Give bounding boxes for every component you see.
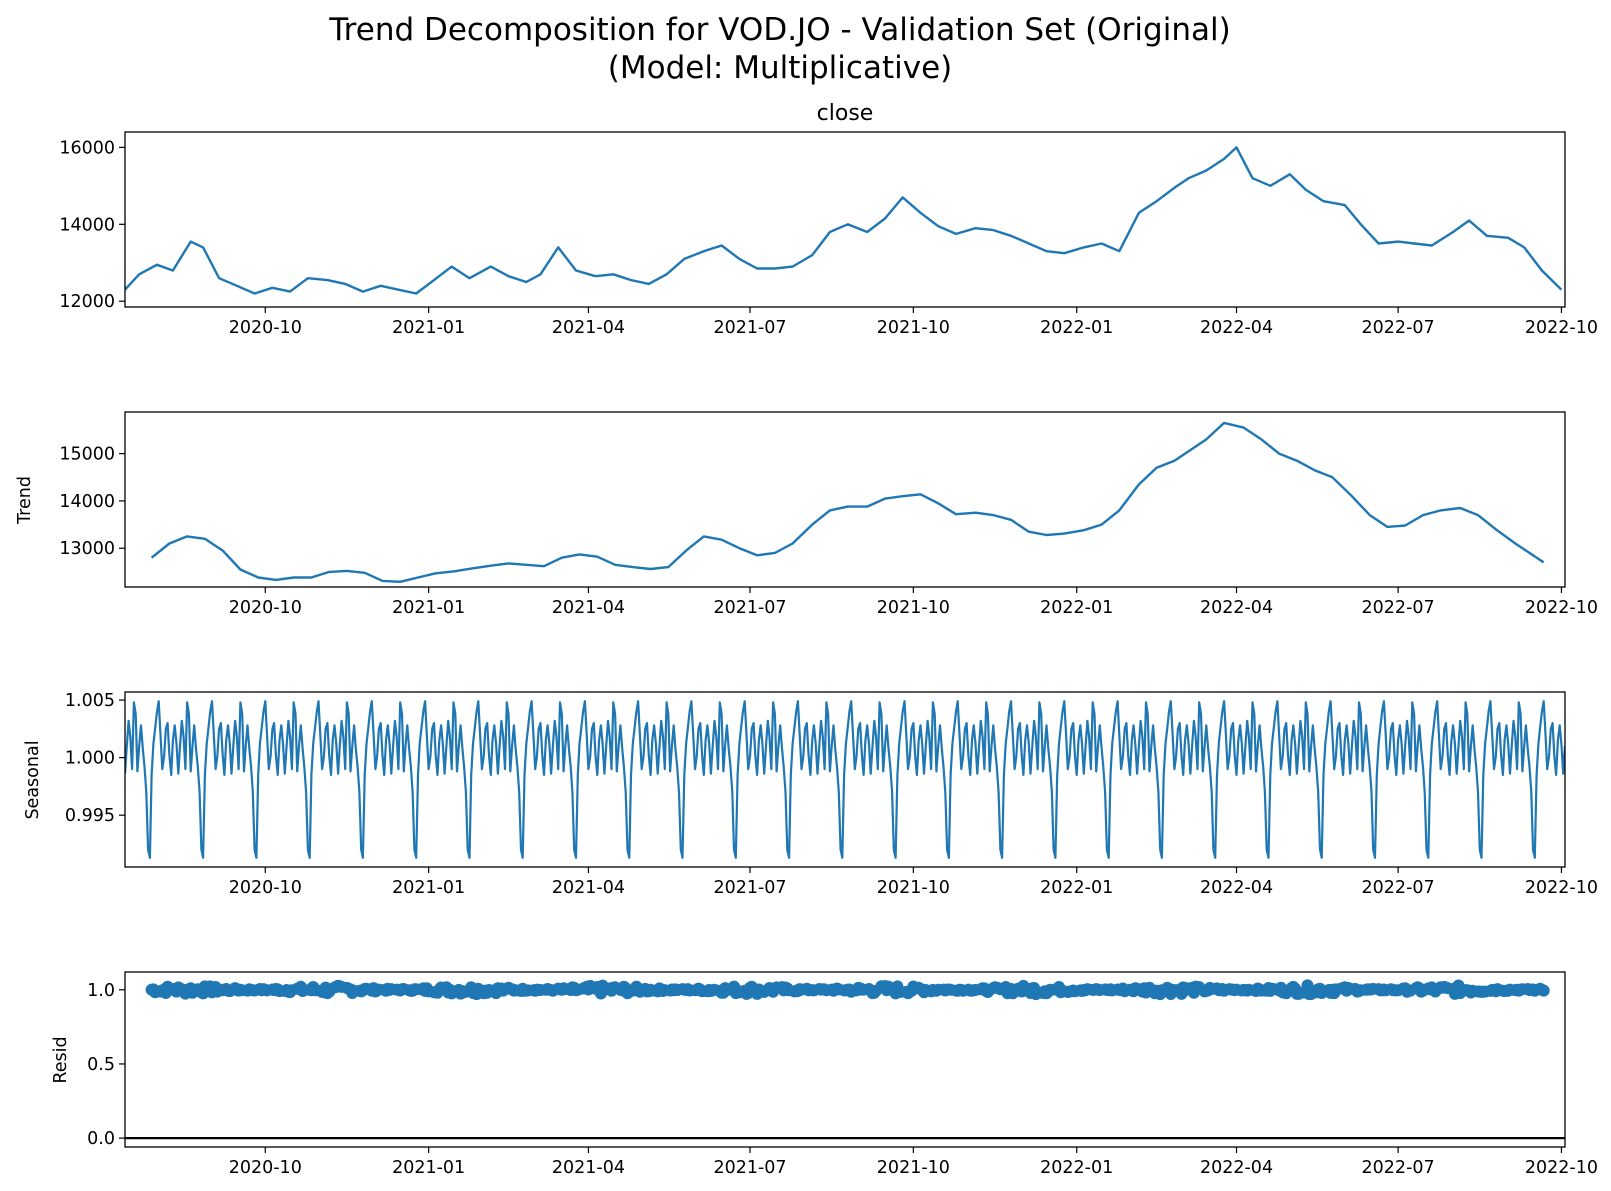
x-tick-label: 2021-07	[713, 598, 786, 618]
y-tick-label: 0.5	[87, 1055, 115, 1075]
x-tick-label: 2021-04	[552, 1158, 625, 1178]
series-line	[150, 421, 1545, 583]
resid-point	[1537, 984, 1550, 997]
y-tick-label: 1.005	[65, 691, 115, 711]
y-tick-label: 14000	[59, 215, 115, 235]
x-tick-label: 2022-07	[1362, 1158, 1435, 1178]
y-tick-label: 1.0	[87, 981, 115, 1001]
figure-title-line2: (Model: Multiplicative)	[608, 50, 952, 86]
y-tick-label: 0.0	[87, 1129, 115, 1149]
y-tick-label: 16000	[59, 138, 115, 158]
x-tick-label: 2022-10	[1525, 598, 1598, 618]
close-panel: 2020-10 2021-01 2021-04 2021-07 2021-10 2022-…	[59, 131, 1598, 338]
x-tick-label: 2022-04	[1200, 598, 1273, 618]
x-tick-label: 2022-01	[1040, 878, 1113, 898]
seasonal-panel: Seasonal 2020-10 2021-01 2021-04 2021-07 202…	[23, 691, 1598, 898]
plot-area	[125, 146, 1563, 295]
x-tick-label: 2022-07	[1362, 598, 1435, 618]
seasonal-line	[125, 700, 1565, 859]
plot-area	[150, 421, 1545, 583]
x-tick-label: 2020-10	[229, 1158, 302, 1178]
series-line	[125, 146, 1563, 295]
y-tick-label: 12000	[59, 292, 115, 312]
x-tick-label: 2020-10	[229, 318, 302, 338]
x-tick-label: 2022-04	[1200, 318, 1273, 338]
x-tick-label: 2021-07	[713, 878, 786, 898]
seasonal-ylabel: Seasonal	[23, 740, 43, 819]
trend-ylabel: Trend	[15, 476, 35, 525]
y-tick-label: 13000	[59, 539, 115, 559]
axes-frame	[124, 131, 1566, 308]
y-tick-label: 0.995	[65, 806, 115, 826]
x-tick-label: 2021-10	[877, 598, 950, 618]
axes-frame	[124, 971, 1566, 1148]
x-tick-label: 2021-04	[552, 318, 625, 338]
plot-area	[125, 979, 1565, 1140]
x-tick-label: 2022-01	[1040, 318, 1113, 338]
y-tick-label: 15000	[59, 445, 115, 465]
x-tick-label: 2021-07	[713, 318, 786, 338]
x-tick-label: 2021-01	[392, 878, 465, 898]
resid-panel: Resid 2020-10 2021-01 2021-04 2021-07 2021-1…	[51, 971, 1598, 1178]
x-tick-label: 2022-01	[1040, 598, 1113, 618]
x-tick-label: 2022-04	[1200, 878, 1273, 898]
x-tick-label: 2020-10	[229, 878, 302, 898]
x-tick-label: 2022-01	[1040, 1158, 1113, 1178]
axes-frame	[124, 691, 1566, 868]
x-tick-label: 2020-10	[229, 598, 302, 618]
subplot-title-close: close	[817, 101, 874, 126]
resid-ylabel: Resid	[51, 1036, 71, 1083]
x-tick-label: 2021-04	[552, 878, 625, 898]
x-tick-label: 2022-04	[1200, 1158, 1273, 1178]
x-tick-label: 2021-04	[552, 598, 625, 618]
plot-area	[125, 700, 1565, 859]
x-tick-label: 2021-10	[877, 1158, 950, 1178]
x-tick-label: 2022-07	[1362, 318, 1435, 338]
x-tick-label: 2021-01	[392, 318, 465, 338]
x-tick-label: 2021-01	[392, 598, 465, 618]
x-tick-label: 2021-07	[713, 1158, 786, 1178]
x-tick-label: 2022-10	[1525, 878, 1598, 898]
x-tick-label: 2022-10	[1525, 318, 1598, 338]
axes-frame	[124, 411, 1566, 588]
trend-panel: Trend 2020-10 2021-01 2021-04 2021-07 2021-1…	[15, 411, 1598, 618]
y-tick-label: 14000	[59, 492, 115, 512]
x-tick-label: 2021-10	[877, 318, 950, 338]
x-tick-label: 2022-10	[1525, 1158, 1598, 1178]
y-tick-label: 1.000	[65, 749, 115, 769]
x-tick-label: 2021-10	[877, 878, 950, 898]
figure-title-line1: Trend Decomposition for VOD.JO - Validat…	[328, 12, 1230, 48]
x-tick-label: 2022-07	[1362, 878, 1435, 898]
x-tick-label: 2021-01	[392, 1158, 465, 1178]
